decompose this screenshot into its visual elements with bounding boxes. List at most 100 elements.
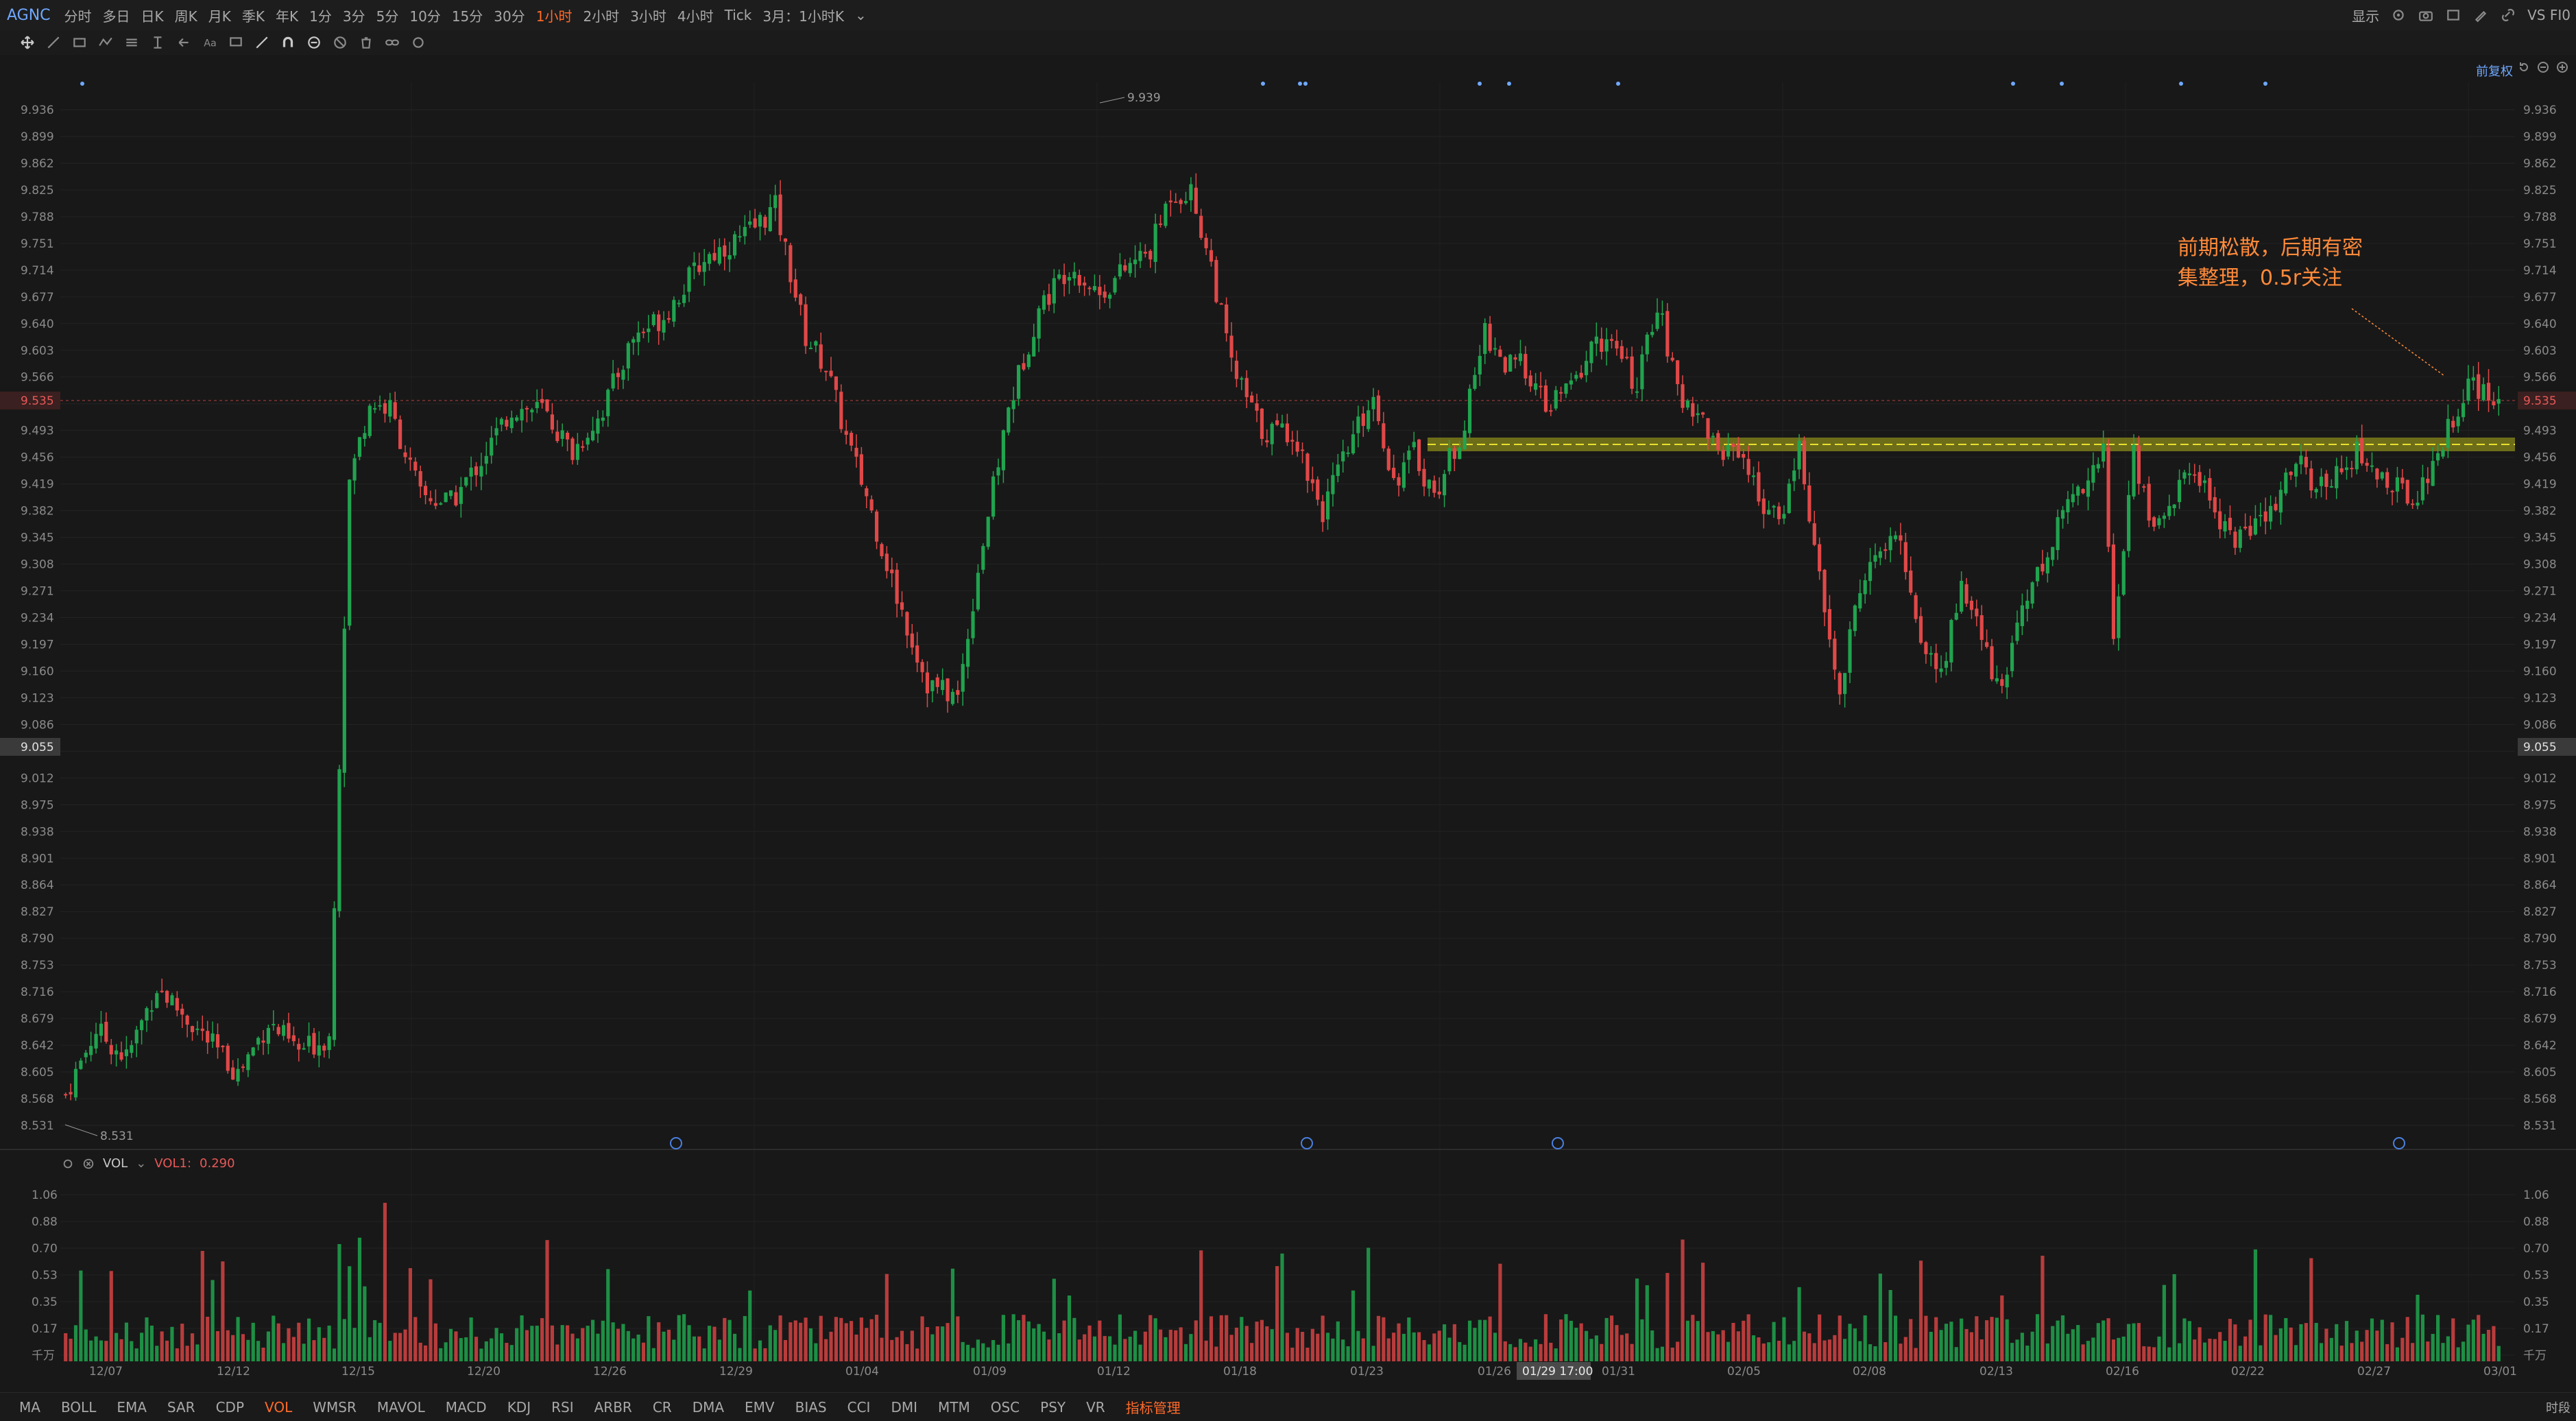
candle-body[interactable] [1818, 544, 1822, 572]
candle-body[interactable] [606, 390, 610, 416]
candle-body[interactable] [1903, 542, 1907, 573]
candle-body[interactable] [819, 344, 823, 369]
candle-body[interactable] [753, 218, 757, 228]
candle-body[interactable] [2319, 476, 2324, 486]
candle-body[interactable] [1625, 357, 1629, 359]
candle-body[interactable] [743, 226, 747, 237]
candle-body[interactable] [611, 373, 615, 389]
candle-body[interactable] [1290, 440, 1295, 442]
candle-body[interactable] [1554, 390, 1558, 409]
adjustment-label[interactable]: 前复权 [2476, 64, 2513, 79]
candle-body[interactable] [2329, 486, 2333, 488]
candle-body[interactable] [2411, 503, 2415, 505]
candle-body[interactable] [712, 252, 717, 261]
candle-body[interactable] [231, 1067, 235, 1080]
candle-body[interactable] [874, 511, 879, 542]
candle-body[interactable] [1853, 605, 1857, 632]
candle-body[interactable] [586, 438, 590, 445]
candle-body[interactable] [1447, 448, 1452, 472]
candle-body[interactable] [976, 573, 980, 610]
candle-body[interactable] [1929, 653, 1933, 655]
candle-body[interactable] [672, 300, 676, 322]
candle-body[interactable] [2233, 532, 2237, 548]
candle-body[interactable] [180, 1008, 184, 1015]
candle-body[interactable] [2299, 455, 2303, 465]
candle-body[interactable] [1285, 423, 1289, 442]
candle-body[interactable] [773, 195, 778, 208]
candle-body[interactable] [621, 370, 625, 380]
candle-body[interactable] [2117, 596, 2121, 638]
indicator-tab-18[interactable]: MTM [938, 1398, 970, 1416]
candle-body[interactable] [1325, 491, 1330, 520]
candle-body[interactable] [2278, 490, 2283, 513]
candle-body[interactable] [1133, 259, 1137, 265]
candle-body[interactable] [2127, 494, 2131, 551]
candle-body[interactable] [130, 1044, 134, 1053]
candle-body[interactable] [1452, 448, 1456, 459]
candle-body[interactable] [692, 262, 697, 266]
candle-body[interactable] [1574, 374, 1578, 379]
candle-body[interactable] [1995, 678, 1999, 682]
candle-body[interactable] [1179, 200, 1183, 204]
candle-body[interactable] [1001, 430, 1005, 470]
indicator-tab-17[interactable]: DMI [891, 1398, 917, 1416]
candle-body[interactable] [1640, 354, 1644, 390]
candle-body[interactable] [2335, 466, 2339, 488]
candle-body[interactable] [1386, 449, 1391, 470]
display-menu[interactable]: 显示 [2352, 8, 2380, 25]
candle-body[interactable] [119, 1052, 123, 1060]
candle-body[interactable] [200, 1028, 204, 1031]
candle-body[interactable] [2446, 418, 2450, 448]
pen-icon[interactable] [2472, 7, 2489, 23]
candle-body[interactable] [708, 254, 712, 264]
candle-body[interactable] [1473, 374, 1477, 389]
candle-body[interactable] [1310, 479, 1314, 483]
candle-body[interactable] [2202, 480, 2207, 483]
candle-body[interactable] [2106, 446, 2110, 547]
timeframe-8[interactable]: 3分 [342, 8, 365, 25]
comment-icon[interactable] [228, 34, 244, 51]
candle-body[interactable] [1265, 440, 1269, 443]
candle-body[interactable] [1757, 472, 1761, 502]
candle-body[interactable] [388, 400, 392, 417]
candle-body[interactable] [1848, 629, 1852, 673]
candle-body[interactable] [1234, 360, 1239, 379]
link-icon[interactable] [2500, 7, 2516, 23]
candle-body[interactable] [677, 302, 681, 304]
candle-body[interactable] [2365, 462, 2369, 466]
timeframe-0[interactable]: 分时 [64, 8, 92, 25]
candle-body[interactable] [1569, 380, 1573, 385]
candle-body[interactable] [357, 437, 362, 457]
candle-body[interactable] [804, 304, 808, 346]
candle-body[interactable] [1620, 346, 1624, 359]
candle-body[interactable] [241, 1066, 245, 1068]
candle-body[interactable] [2314, 489, 2318, 492]
event-dot[interactable] [1298, 82, 1302, 86]
candle-body[interactable] [1858, 593, 1862, 609]
settings-icon[interactable] [2390, 7, 2407, 23]
candle-body[interactable] [2477, 374, 2481, 399]
candle-body[interactable] [2102, 443, 2106, 462]
candle-body[interactable] [317, 1045, 321, 1056]
candle-body[interactable] [682, 294, 686, 303]
candle-body[interactable] [2284, 473, 2288, 494]
event-dot[interactable] [2263, 82, 2267, 86]
event-dot[interactable] [1261, 82, 1265, 86]
candle-body[interactable] [2420, 477, 2424, 501]
candle-body[interactable] [398, 419, 402, 449]
indicator-tab-10[interactable]: RSI [551, 1398, 574, 1416]
candle-body[interactable] [190, 1026, 195, 1032]
indicator-tab-15[interactable]: BIAS [795, 1398, 827, 1416]
candle-body[interactable] [1300, 449, 1305, 451]
candle-body[interactable] [479, 466, 483, 477]
indicator-tab-12[interactable]: CR [652, 1398, 672, 1416]
candle-body[interactable] [1331, 475, 1335, 494]
candle-body[interactable] [732, 234, 737, 256]
candle-body[interactable] [1584, 361, 1589, 376]
candle-body[interactable] [1407, 451, 1411, 460]
candle-body[interactable] [1467, 388, 1472, 433]
candle-body[interactable] [2471, 377, 2475, 381]
lock-icon[interactable] [306, 34, 322, 51]
legend-close-icon[interactable] [82, 1158, 95, 1170]
candle-body[interactable] [1645, 334, 1649, 355]
